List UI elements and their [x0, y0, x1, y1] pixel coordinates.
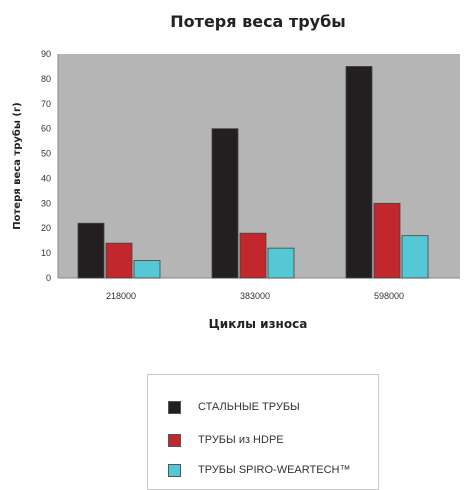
y-tick-label: 50 [41, 149, 51, 159]
bar-spiro-598000 [401, 235, 429, 279]
x-tick-labels: 218000 383000 598000 [106, 291, 404, 301]
legend-item-hdpe: ТРУБЫ из HDPE [168, 430, 284, 450]
legend-item-spiro: ТРУБЫ SPIRO-WEARTECH™ [168, 460, 350, 480]
y-tick-label: 90 [41, 49, 51, 59]
bar-hdpe-218000 [105, 242, 133, 279]
y-axis-label: Потеря веса трубы (г) [11, 102, 23, 230]
bar-hdpe-383000 [239, 232, 267, 279]
bar-steel-218000 [77, 222, 105, 279]
x-axis-label: Циклы износа [209, 317, 308, 331]
legend-label-hdpe: ТРУБЫ из HDPE [198, 434, 284, 446]
y-tick-label: 20 [41, 223, 51, 233]
x-tick-label: 218000 [106, 291, 136, 301]
bar-steel-598000 [345, 66, 373, 279]
legend-label-spiro: ТРУБЫ SPIRO-WEARTECH™ [198, 464, 351, 476]
legend-label-steel: СТАЛЬНЫЕ ТРУБЫ [198, 401, 300, 413]
y-tick-label: 10 [41, 248, 51, 258]
y-tick-label: 0 [46, 273, 51, 283]
legend-item-steel: СТАЛЬНЫЕ ТРУБЫ [168, 397, 300, 417]
legend-swatch-hdpe [168, 433, 181, 447]
chart-title: Потеря веса трубы [170, 12, 345, 31]
legend-swatch-spiro [168, 463, 181, 477]
y-tick-label: 70 [41, 99, 51, 109]
legend-swatch-steel [168, 400, 181, 414]
y-tick-label: 80 [41, 74, 51, 84]
bar-chart: Потеря веса трубы 0 10 20 30 40 50 60 70 80 90 21… [11, 12, 460, 331]
bar-spiro-218000 [133, 260, 161, 279]
y-tick-label: 40 [41, 173, 51, 183]
bar-steel-383000 [211, 128, 239, 279]
x-tick-label: 598000 [374, 291, 404, 301]
chart-legend: СТАЛЬНЫЕ ТРУБЫ ТРУБЫ из HDPE ТРУБЫ SPIRO… [147, 374, 379, 490]
x-tick-label: 383000 [240, 291, 270, 301]
y-tick-labels: 0 10 20 30 40 50 60 70 80 90 [41, 49, 51, 283]
y-tick-label: 60 [41, 124, 51, 134]
y-tick-label: 30 [41, 198, 51, 208]
bar-hdpe-598000 [373, 202, 401, 279]
bar-spiro-383000 [267, 247, 295, 279]
bar-series-group [77, 66, 429, 279]
